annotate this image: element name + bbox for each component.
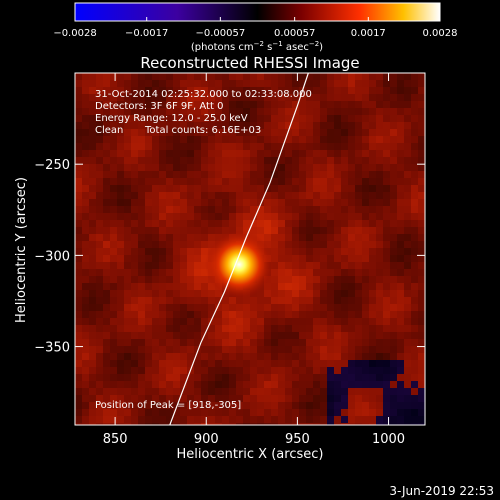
annotation-total-counts: Total counts: 6.16E+03 [144,125,261,136]
annotation-time-range: 31-Oct-2014 02:25:32.000 to 02:33:08.000 [95,89,312,100]
colorbar-units: (photons cm−2 s−1 asec−2) [191,40,323,53]
colorbar-ticks: −0.0028 −0.0017 −0.00057 0.00057 0.0017 0.002… [53,17,458,39]
colorbar-tick-label: 0.0017 [351,28,386,39]
x-tick-label: 900 [194,432,219,447]
chart-title: Reconstructed RHESSI Image [140,54,359,72]
colorbar-tick-label: −0.00057 [195,28,245,39]
colorbar-tick-label: −0.0017 [125,28,168,39]
footer-date: 3-Jun-2019 22:53 [389,484,494,498]
x-tick-label: 950 [285,432,310,447]
y-axis: −250 −300 −350 [34,158,425,356]
annotation-method: Clean [95,125,123,136]
annotation-detectors: Detectors: 3F 6F 9F, Att 0 [95,101,223,112]
colorbar-tick-label: −0.0028 [53,28,96,39]
colorbar [74,2,441,22]
y-tick-label: −250 [34,158,70,173]
y-tick-label: −350 [34,341,70,356]
plot-frame [74,72,426,426]
annotation-energy-range: Energy Range: 12.0 - 25.0 keV [95,113,248,124]
x-tick-label: 1000 [372,432,405,447]
peak-source [205,230,274,299]
y-tick-label: −300 [34,249,70,264]
annotation-peak-position: Position of Peak = [918,-305] [95,400,241,411]
heatmap-area [75,73,425,425]
colorbar-tick-label: 0.0028 [423,28,458,39]
y-axis-title: Heliocentric Y (arcsec) [14,177,29,323]
x-axis-title: Heliocentric X (arcsec) [177,447,324,462]
x-tick-label: 850 [103,432,128,447]
colorbar-tick-label: 0.00057 [274,28,315,39]
solar-limb-line [169,73,309,425]
x-axis: 850 900 950 1000 [103,73,405,447]
